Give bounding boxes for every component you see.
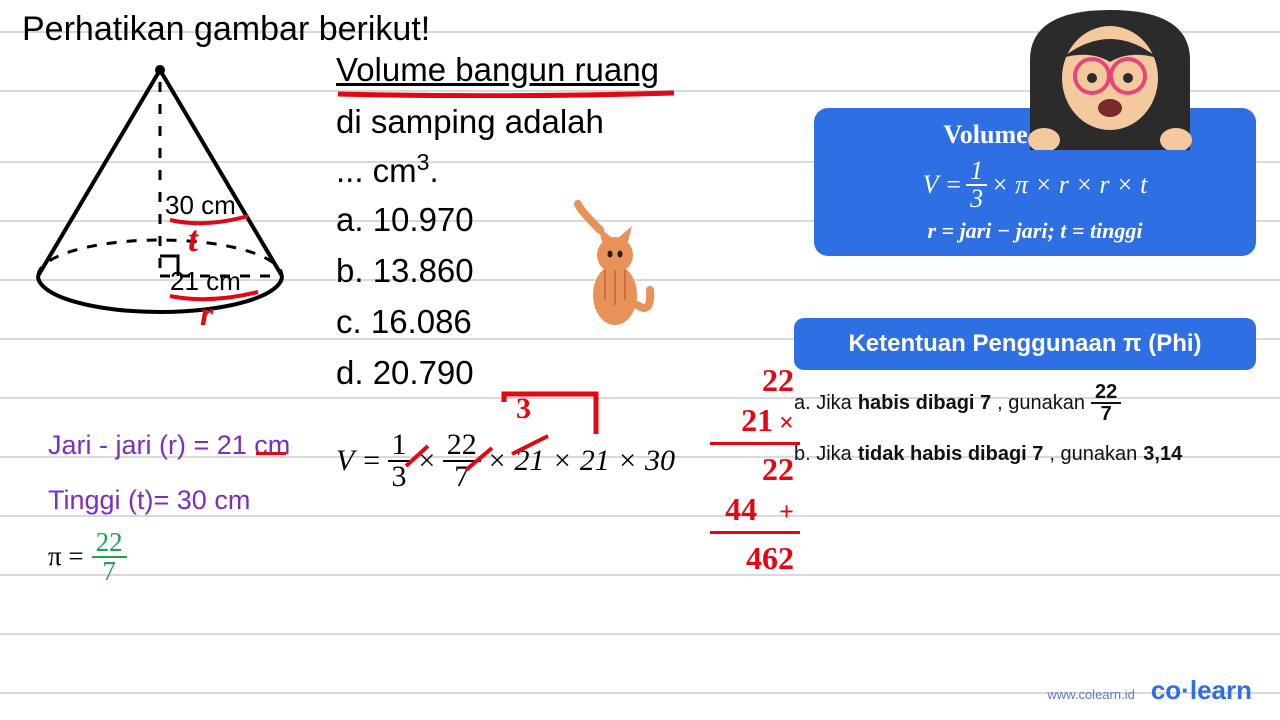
cone-annot-r: r bbox=[200, 296, 213, 334]
question-line3-prefix: ... cm bbox=[336, 152, 417, 189]
question-line2: di samping adalah bbox=[336, 98, 676, 146]
page-title: Perhatikan gambar berikut! bbox=[22, 10, 430, 49]
given-values: Jari - jari (r) = 21 cm Tinggi (t)= 30 c… bbox=[48, 418, 290, 585]
option-d: d. 20.790 bbox=[336, 347, 474, 398]
phi-rule-b: b. Jika tidak habis dibagi 7 , gunakan 3… bbox=[794, 438, 1256, 470]
given-t: Tinggi (t)= 30 cm bbox=[48, 473, 290, 528]
given-pi-sym: π = bbox=[48, 529, 84, 584]
comp-f2-num: 22 bbox=[443, 430, 481, 462]
answer-options: a. 10.970 b. 13.860 c. 16.086 d. 20.790 bbox=[336, 194, 474, 399]
rule-a-frac-num: 22 bbox=[1091, 382, 1121, 404]
hc-n2-row: 21× bbox=[710, 400, 800, 440]
given-pi-frac: 22 7 bbox=[92, 529, 127, 585]
cone-radius-label: 21 cm bbox=[170, 266, 241, 297]
formula-frac-den: 3 bbox=[966, 186, 987, 212]
question-text: Volume bangun ruang di samping adalah ..… bbox=[336, 46, 676, 195]
given-r-text: Jari - jari (r) = 21 cm bbox=[48, 430, 290, 460]
brand-pre: co bbox=[1151, 675, 1181, 705]
formula-expression: V = 1 3 × π × r × r × t bbox=[832, 158, 1238, 212]
footer-url: www.colearn.id bbox=[1047, 687, 1134, 702]
comp-frac2: 22 7 bbox=[443, 430, 481, 492]
hc-line1 bbox=[710, 442, 800, 445]
cone-figure: 30 cm 21 cm t r bbox=[20, 56, 320, 346]
formula-fraction: 1 3 bbox=[966, 158, 987, 212]
rule-b-prefix: b. Jika bbox=[794, 438, 852, 470]
given-r: Jari - jari (r) = 21 cm bbox=[48, 418, 290, 473]
given-pi-den: 7 bbox=[98, 558, 120, 585]
red-underline-icon bbox=[256, 452, 286, 455]
slide-content: Perhatikan gambar berikut! 30 cm 21 cm t bbox=[0, 0, 1280, 720]
comp-rest: × 21 × 21 × 30 bbox=[487, 444, 675, 478]
tutor-avatar bbox=[980, 0, 1240, 140]
rule-a-frac: 22 7 bbox=[1091, 382, 1121, 424]
rule-a-frac-den: 7 bbox=[1097, 404, 1116, 424]
svg-text:3: 3 bbox=[516, 392, 531, 425]
rule-b-bold1: tidak habis dibagi 7 bbox=[858, 438, 1044, 470]
phi-rules-header: Ketentuan Penggunaan π (Phi) bbox=[794, 318, 1256, 370]
hc-plus: + bbox=[779, 497, 794, 526]
formula-frac-num: 1 bbox=[966, 158, 987, 186]
hc-n2: 21 bbox=[741, 402, 773, 438]
brand-post: learn bbox=[1190, 675, 1252, 705]
question-line3-suffix: . bbox=[430, 152, 439, 189]
cone-height-label: 30 cm bbox=[165, 190, 236, 221]
hc-times: × bbox=[779, 408, 794, 437]
option-c: c. 16.086 bbox=[336, 296, 474, 347]
hc-p2: 44 bbox=[725, 491, 771, 527]
comp-frac1: 1 3 bbox=[388, 430, 411, 492]
rule-b-bold2: 3,14 bbox=[1143, 438, 1182, 470]
option-a: a. 10.970 bbox=[336, 194, 474, 245]
hc-line2 bbox=[710, 531, 800, 534]
comp-f1-num: 1 bbox=[388, 430, 411, 462]
footer-brand: co·learn bbox=[1151, 675, 1252, 706]
rule-b-mid: , gunakan bbox=[1049, 438, 1137, 470]
cone-annot-t: t bbox=[188, 218, 198, 260]
option-b: b. 13.860 bbox=[336, 245, 474, 296]
computation-line: V = 1 3 × 22 7 × 21 × 21 × 30 bbox=[336, 430, 675, 492]
comp-times1: × bbox=[417, 444, 437, 478]
brand-dot: · bbox=[1181, 675, 1190, 705]
given-pi: π = 22 7 bbox=[48, 529, 290, 585]
rule-a-prefix: a. Jika bbox=[794, 387, 852, 419]
hc-p2-row: 44 + bbox=[710, 489, 800, 529]
given-pi-num: 22 bbox=[92, 529, 127, 558]
formula-v-eq: V = bbox=[923, 170, 962, 200]
question-line3-sup: 3 bbox=[417, 149, 430, 175]
hc-result: 462 bbox=[710, 538, 800, 578]
formula-desc: r = jari − jari; t = tinggi bbox=[832, 218, 1238, 244]
hand-multiplication: 22 21× 22 44 + 462 bbox=[710, 360, 800, 578]
footer: www.colearn.id co·learn bbox=[1047, 675, 1252, 706]
rule-a-mid: , gunakan bbox=[997, 387, 1085, 419]
red-underline-icon bbox=[336, 90, 676, 98]
cat-illustration bbox=[570, 200, 660, 343]
rule-a-bold: habis dibagi 7 bbox=[858, 387, 991, 419]
phi-rules: a. Jika habis dibagi 7 , gunakan 22 7 b.… bbox=[794, 382, 1256, 484]
formula-rest: × π × r × r × t bbox=[991, 170, 1147, 200]
comp-f1-den: 3 bbox=[388, 462, 411, 492]
question-line1: Volume bangun ruang bbox=[336, 51, 659, 88]
hc-p1: 22 bbox=[710, 449, 800, 489]
hc-n1: 22 bbox=[710, 360, 800, 400]
comp-f2-den: 7 bbox=[450, 462, 473, 492]
comp-v-eq: V = bbox=[336, 444, 382, 478]
phi-rule-a: a. Jika habis dibagi 7 , gunakan 22 7 bbox=[794, 382, 1256, 424]
